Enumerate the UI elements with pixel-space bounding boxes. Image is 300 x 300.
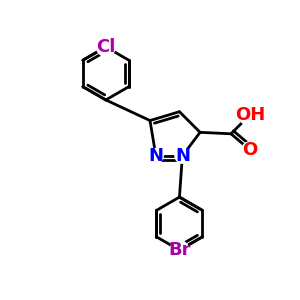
Text: Cl: Cl — [96, 38, 116, 56]
Text: O: O — [242, 141, 258, 159]
Circle shape — [175, 148, 190, 163]
Circle shape — [242, 142, 258, 158]
Text: Br: Br — [168, 241, 191, 259]
Text: OH: OH — [235, 106, 265, 124]
Circle shape — [148, 148, 163, 163]
Circle shape — [239, 103, 261, 126]
Circle shape — [170, 241, 189, 260]
Circle shape — [96, 38, 115, 56]
Text: N: N — [148, 147, 164, 165]
Text: N: N — [175, 147, 190, 165]
